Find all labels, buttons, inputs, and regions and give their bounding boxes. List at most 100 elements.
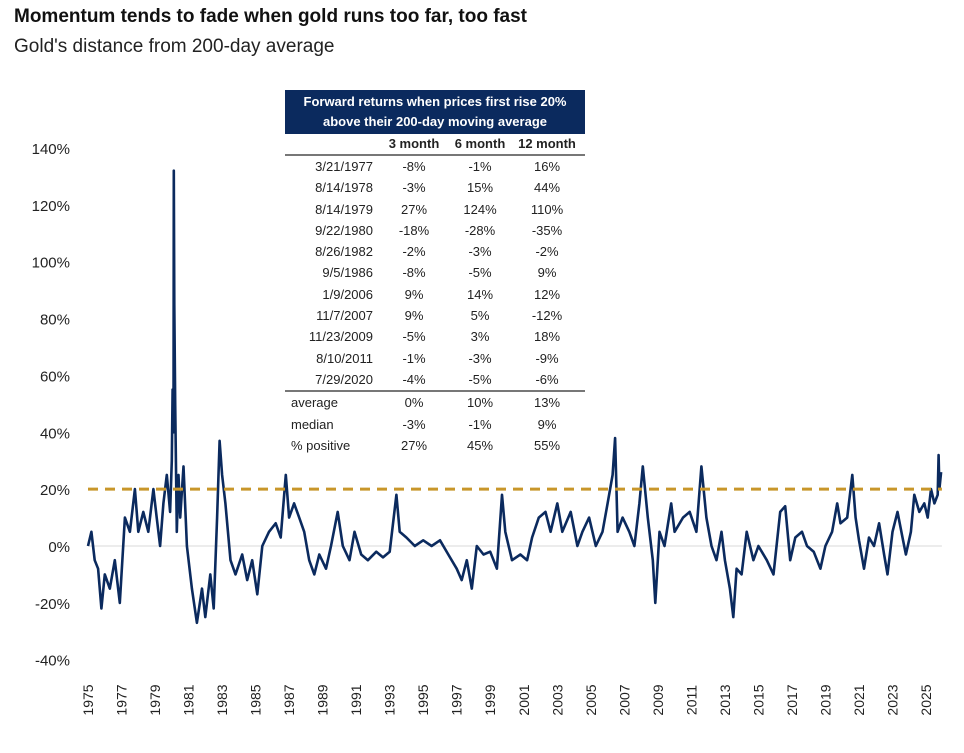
x-tick-label: 1999	[482, 684, 498, 715]
column-header: 6 month	[454, 136, 506, 151]
table-cell: -3%	[402, 180, 426, 196]
column-header: 12 month	[518, 136, 576, 151]
row-label: 9/22/1980	[315, 222, 373, 238]
y-tick-label: 120%	[32, 198, 70, 215]
row-label: 3/21/1977	[315, 159, 373, 174]
table-cell: 18%	[533, 329, 561, 345]
x-tick-label: 2011	[683, 685, 699, 715]
x-tick-label: 2023	[884, 684, 900, 715]
table-row: average 0% 10% 13%	[285, 392, 585, 413]
table-cell: -18%	[398, 222, 430, 238]
row-label: % positive	[291, 437, 351, 453]
row-label: 8/10/2011	[316, 350, 373, 366]
x-tick-label: 2005	[583, 684, 599, 715]
y-tick-label: 0%	[48, 539, 70, 556]
table-cell: 16%	[533, 159, 561, 174]
forward-returns-table: Forward returns when prices first rise 2…	[285, 90, 585, 456]
x-tick-label: 2001	[516, 684, 532, 715]
y-tick-label: 60%	[40, 368, 70, 385]
table-cell: 5%	[470, 308, 490, 324]
table-cell: 9%	[537, 265, 557, 281]
x-tick-label: 1987	[281, 684, 297, 715]
table-cell: -3%	[402, 416, 426, 432]
table-cell: 27%	[400, 437, 428, 453]
x-tick-label: 1997	[449, 684, 465, 715]
table-row: 1/9/2006 9% 14% 12%	[285, 284, 585, 305]
x-tick-label: 2013	[717, 684, 733, 715]
x-tick-label: 1977	[114, 684, 130, 715]
table-row: 9/5/1986 -8% -5% 9%	[285, 262, 585, 283]
table-summary: average 0% 10% 13% median -3% -1% 9% % positive 2…	[285, 390, 585, 456]
row-label: 9/5/1986	[322, 265, 373, 281]
table-cell: -35%	[531, 222, 563, 238]
y-tick-label: 100%	[32, 255, 70, 272]
table-cell: 12%	[533, 286, 561, 302]
table-cell: 9%	[404, 286, 424, 302]
x-tick-label: 1983	[214, 684, 230, 715]
row-label: 8/26/1982	[315, 244, 373, 260]
row-label: 1/9/2006	[322, 286, 373, 302]
chart-title: Momentum tends to fade when gold runs to…	[14, 6, 527, 27]
table-cell: -8%	[402, 265, 426, 281]
x-tick-label: 2007	[616, 684, 632, 715]
x-tick-label: 2021	[851, 684, 867, 715]
y-tick-label: -40%	[35, 653, 70, 670]
table-cell: -3%	[468, 350, 492, 366]
row-label: 8/14/1979	[315, 201, 373, 217]
table-row: 8/10/2011 -1% -3% -9%	[285, 348, 585, 369]
table-cell: -5%	[468, 265, 492, 281]
table-cell: -2%	[535, 244, 559, 260]
x-tick-label: 1985	[248, 684, 264, 715]
table-cell: 9%	[404, 308, 424, 324]
y-tick-label: 40%	[40, 425, 70, 442]
column-header	[285, 134, 373, 154]
table-cell: 15%	[466, 180, 494, 196]
x-tick-label: 2019	[817, 684, 833, 715]
x-tick-label: 1991	[348, 684, 364, 715]
x-tick-label: 1975	[80, 684, 96, 715]
table-cell: -1%	[468, 159, 492, 174]
table-row: 11/7/2007 9% 5% -12%	[285, 305, 585, 326]
x-tick-label: 1979	[147, 684, 163, 715]
table-cell: -2%	[402, 244, 426, 260]
x-tick-label: 1981	[181, 684, 197, 715]
table-cell: 13%	[533, 395, 561, 411]
row-label: 11/23/2009	[308, 329, 373, 345]
table-cell: -5%	[402, 329, 426, 345]
y-tick-label: 80%	[40, 312, 70, 329]
table-row: % positive 27% 45% 55%	[285, 435, 585, 456]
table-cell: -28%	[464, 222, 496, 238]
table-row: 7/29/2020 -4% -5% -6%	[285, 369, 585, 390]
table-cell: 124%	[463, 201, 497, 217]
table-cell: 14%	[466, 286, 494, 302]
table-cell: -12%	[531, 308, 563, 324]
row-label: median	[291, 416, 334, 432]
table-row: 9/22/1980 -18% -28% -35%	[285, 220, 585, 241]
table-cell: 3%	[470, 329, 490, 345]
column-header: 3 month	[388, 136, 440, 151]
row-label: 8/14/1978	[315, 180, 373, 196]
x-tick-label: 2015	[750, 684, 766, 715]
x-tick-label: 2025	[918, 684, 934, 715]
chart-subtitle: Gold's distance from 200-day average	[14, 36, 335, 57]
table-row: median -3% -1% 9%	[285, 414, 585, 435]
y-tick-label: -20%	[35, 596, 70, 613]
x-tick-label: 1989	[315, 684, 331, 715]
table-body: 3/21/1977 -8% -1% 16% 8/14/1978 -3% 15% 44% 8/14…	[285, 156, 585, 390]
table-cell: 110%	[530, 201, 564, 217]
x-tick-label: 2003	[549, 684, 565, 715]
table-cell: 0%	[404, 395, 424, 411]
row-label: 7/29/2020	[315, 371, 373, 387]
table-cell: -4%	[402, 371, 426, 387]
table-cell: -5%	[468, 371, 492, 387]
table-cell: -1%	[468, 416, 492, 432]
row-label: 11/7/2007	[316, 308, 373, 324]
table-row: 8/14/1979 27% 124% 110%	[285, 199, 585, 220]
row-label: average	[291, 395, 338, 411]
table-cell: -1%	[402, 350, 426, 366]
table-cell: 44%	[533, 180, 561, 196]
x-tick-label: 2017	[784, 684, 800, 715]
table-row: 11/23/2009 -5% 3% 18%	[285, 326, 585, 347]
